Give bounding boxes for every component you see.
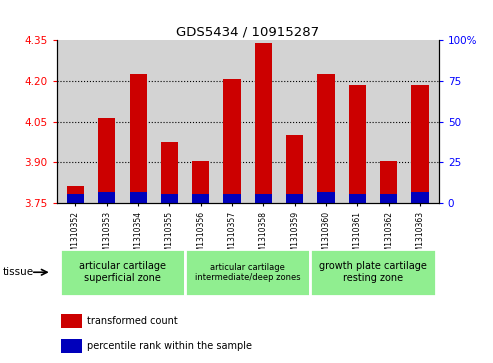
Bar <box>98 192 115 203</box>
Bar <box>255 42 272 203</box>
Text: tissue: tissue <box>2 267 34 277</box>
Bar <box>192 161 210 203</box>
Text: growth plate cartilage
resting zone: growth plate cartilage resting zone <box>319 261 427 283</box>
Bar <box>61 314 81 328</box>
Bar <box>411 85 428 203</box>
Bar <box>349 194 366 203</box>
Bar <box>67 185 84 203</box>
Text: transformed count: transformed count <box>87 316 178 326</box>
Bar <box>317 192 335 203</box>
Text: articular cartilage
intermediate/deep zones: articular cartilage intermediate/deep zo… <box>195 262 301 282</box>
Bar <box>130 74 147 203</box>
Bar <box>380 194 397 203</box>
Bar <box>311 249 436 296</box>
Bar <box>380 161 397 203</box>
Bar <box>255 194 272 203</box>
Bar <box>185 249 311 296</box>
Bar <box>317 74 335 203</box>
Text: articular cartilage
superficial zone: articular cartilage superficial zone <box>79 261 166 283</box>
Bar <box>411 192 428 203</box>
Bar <box>223 79 241 203</box>
Bar <box>349 85 366 203</box>
Bar <box>192 194 210 203</box>
Bar <box>161 142 178 203</box>
Text: percentile rank within the sample: percentile rank within the sample <box>87 341 252 351</box>
Bar <box>161 194 178 203</box>
Bar <box>67 194 84 203</box>
Bar <box>286 194 303 203</box>
Bar <box>223 194 241 203</box>
Bar <box>98 118 115 203</box>
Bar <box>286 135 303 203</box>
Bar <box>60 249 185 296</box>
Bar <box>61 339 81 353</box>
Bar <box>130 192 147 203</box>
Title: GDS5434 / 10915287: GDS5434 / 10915287 <box>176 26 319 39</box>
